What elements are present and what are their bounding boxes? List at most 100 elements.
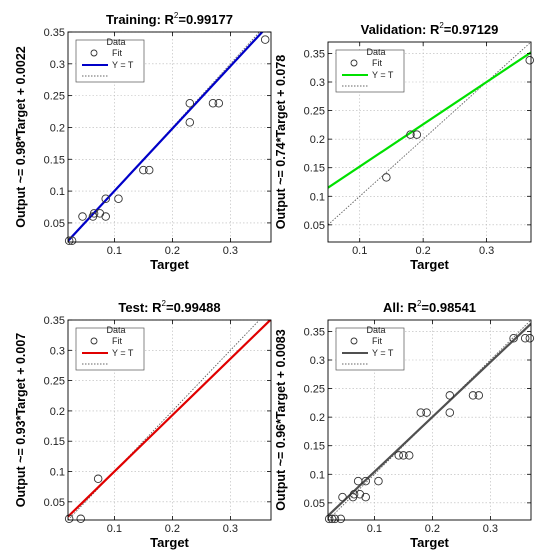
data-point	[185, 99, 195, 108]
data-point	[76, 514, 86, 524]
y-tick-label: 0.2	[310, 412, 325, 424]
x-tick-label: 0.2	[165, 523, 180, 535]
data-point	[93, 474, 103, 484]
y-tick-label: 0.1	[50, 186, 65, 198]
x-tick-label: 0.3	[223, 523, 238, 535]
y-tick-label: 0.3	[310, 77, 325, 89]
legend-identity-label: Y = T	[112, 60, 134, 70]
legend-box	[75, 39, 145, 83]
x-tick-label: 0.2	[425, 523, 440, 535]
y-tick-label: 0.35	[44, 27, 65, 39]
fit-line	[68, 320, 271, 518]
legend-data-marker	[350, 59, 358, 67]
plot-title-main: Training: R	[106, 12, 175, 27]
plot-title: All: R2=0.98541	[383, 299, 476, 315]
data-point	[399, 451, 408, 460]
data-point	[330, 514, 340, 524]
data-point	[361, 476, 370, 486]
data-point	[520, 334, 530, 343]
x-tick-label: 0.1	[107, 523, 122, 535]
y-tick-label: 0.15	[304, 163, 325, 175]
y-tick-label: 0.1	[310, 469, 325, 481]
data-point	[101, 212, 110, 221]
x-tick-label: 0.3	[483, 523, 498, 535]
data-point	[412, 130, 422, 139]
y-tick-label: 0.25	[44, 376, 65, 388]
plot-frame	[67, 319, 272, 521]
legend-box	[335, 49, 405, 93]
data-point	[355, 490, 365, 499]
y-tick-label: 0.35	[44, 315, 65, 327]
plot-title: Validation: R2=0.97129	[361, 21, 499, 37]
plot-title-superscript: 2	[174, 11, 179, 20]
legend-data-marker	[90, 49, 98, 57]
data-point	[361, 492, 370, 502]
legend-title: Data	[366, 47, 385, 57]
legend-identity-label: Y = T	[372, 70, 394, 80]
plot-title: Test: R2=0.99488	[118, 299, 220, 315]
plot-title-value: =0.99177	[178, 12, 233, 27]
y-axis-label: Output ~= 0.96*Target + 0.0083	[274, 329, 288, 510]
y-tick-label: 0.05	[44, 218, 65, 230]
legend-identity-label: Y = T	[372, 348, 394, 358]
plot-title-value: =0.98541	[421, 300, 476, 315]
plot-frame	[327, 41, 532, 243]
plot-title-main: Test: R	[118, 300, 162, 315]
plot-title-superscript: 2	[417, 299, 422, 308]
y-tick-label: 0.2	[50, 122, 65, 134]
legend-data-marker	[350, 337, 358, 345]
data-point	[474, 391, 484, 400]
legend-fit-label: Fit	[372, 336, 382, 346]
data-point	[89, 209, 99, 218]
y-axis-label: Output ~= 0.93*Target + 0.007	[14, 333, 28, 508]
y-tick-label: 0.3	[50, 345, 65, 357]
data-point	[525, 334, 535, 343]
plot-title-value: =0.99488	[166, 300, 221, 315]
data-point	[260, 35, 270, 44]
x-axis-label: Target	[410, 257, 449, 272]
legend-title: Data	[106, 325, 125, 335]
data-point	[64, 514, 74, 524]
data-point	[382, 173, 391, 182]
x-axis-label: Target	[150, 535, 189, 550]
plot-panel-1: 0.1 0.2 0.3 0.05 0.1 0.15 0.2 0.25 0.3 0.35 Traini…	[14, 11, 272, 272]
data-point	[336, 514, 346, 524]
data-point	[185, 118, 195, 127]
data-point	[338, 492, 347, 502]
legend-box	[335, 327, 405, 371]
y-tick-label: 0.15	[44, 154, 65, 166]
plot-panel-3: 0.1 0.2 0.3 0.05 0.1 0.15 0.2 0.25 0.3 0.35 Test: …	[14, 299, 272, 550]
y-tick-label: 0.15	[44, 436, 65, 448]
fit-line	[68, 32, 264, 242]
x-tick-label: 0.3	[223, 245, 238, 257]
data-point	[78, 212, 87, 221]
data-point	[416, 408, 426, 417]
x-axis-label: Target	[150, 257, 189, 272]
x-tick-label: 0.1	[367, 523, 382, 535]
y-tick-label: 0.3	[310, 355, 325, 367]
x-tick-label: 0.1	[107, 245, 122, 257]
data-point	[406, 130, 415, 139]
data-point	[445, 391, 455, 400]
y-tick-label: 0.25	[304, 106, 325, 118]
data-point	[394, 451, 404, 460]
plot-title-value: =0.97129	[444, 22, 499, 37]
y-tick-label: 0.35	[304, 48, 325, 60]
data-point	[214, 99, 224, 108]
data-point	[445, 408, 455, 417]
fit-line	[328, 322, 531, 517]
data-point	[404, 451, 414, 460]
plot-title-superscript: 2	[439, 21, 444, 30]
legend-title: Data	[106, 37, 125, 47]
y-tick-label: 0.25	[304, 384, 325, 396]
legend-fit-label: Fit	[372, 58, 382, 68]
identity-line	[328, 42, 531, 226]
legend-title: Data	[366, 325, 385, 335]
y-tick-label: 0.3	[50, 59, 65, 71]
data-point	[509, 334, 518, 343]
data-point	[64, 236, 74, 245]
data-point	[139, 165, 148, 175]
data-point	[422, 408, 431, 417]
plot-panel-4: 0.1 0.2 0.3 0.05 0.1 0.15 0.2 0.25 0.3 0.35 All: R…	[274, 299, 535, 550]
